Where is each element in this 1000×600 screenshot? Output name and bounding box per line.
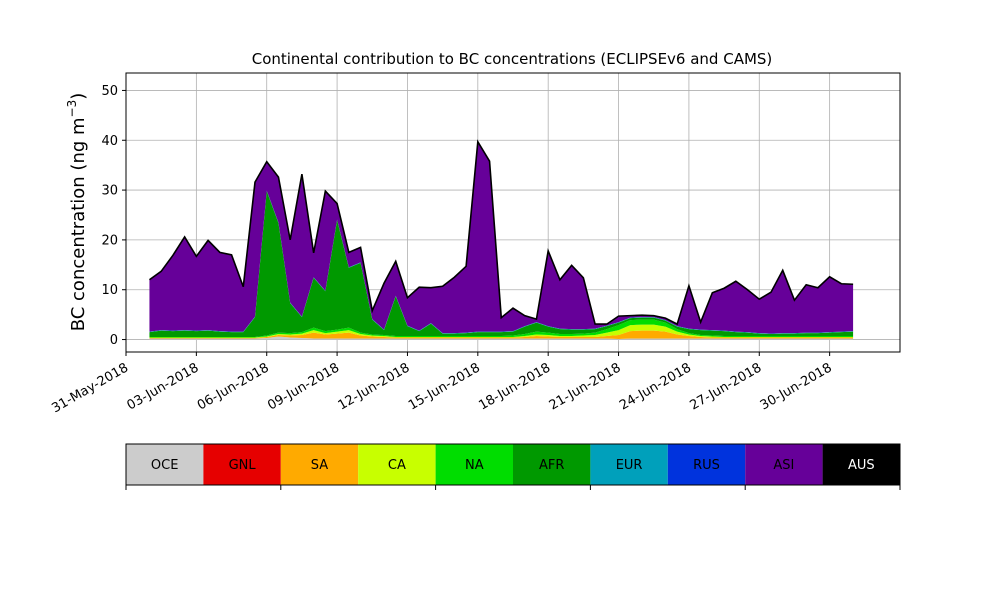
chart-title: Continental contribution to BC concentra… [252, 50, 773, 68]
colorbar-legend: OCE GNL SA CA NA AFR EUR RUS ASI AUS [125, 443, 901, 490]
legend-swatch-rus [667, 444, 746, 485]
legend-swatch-sa [280, 444, 359, 485]
plot-frame [125, 72, 901, 353]
legend-label-asi: ASI [773, 458, 794, 473]
y-tick-label: 0 [110, 333, 118, 348]
area-oce [149, 336, 854, 340]
legend-label-gnl: GNL [229, 458, 257, 473]
legend-frame [125, 443, 901, 486]
legend-swatch-gnl [203, 444, 281, 485]
legend-label-eur: EUR [616, 458, 643, 473]
area-na [149, 319, 854, 338]
area-asi [149, 141, 854, 334]
total-concentration-line [148, 139, 854, 326]
y-tick-label: 30 [101, 184, 118, 199]
y-tick-label: 40 [101, 134, 118, 149]
y-tick-label: 50 [101, 84, 118, 99]
y-axis-label: BC concentration (ng m−3) [65, 93, 89, 332]
legend-swatch-asi [745, 444, 823, 485]
legend-label-rus: RUS [693, 458, 720, 473]
area-afr [149, 191, 854, 338]
y-tick-label: 20 [101, 233, 118, 248]
legend-label-afr: AFR [539, 458, 564, 473]
stacked-areas [149, 141, 854, 340]
legend-swatch-oce [126, 444, 204, 485]
area-sa [149, 330, 854, 340]
legend-label-sa: SA [311, 458, 328, 473]
legend-swatch-ca [358, 444, 436, 485]
legend-label-aus: AUS [848, 458, 875, 473]
legend-swatch-aus [822, 444, 900, 485]
legend-swatch-afr [513, 444, 591, 485]
legend-swatch-eur [590, 444, 668, 485]
y-tick-label: 10 [101, 283, 118, 298]
legend-swatch-na [435, 444, 513, 485]
legend-label-na: NA [465, 458, 484, 473]
legend-label-oce: OCE [151, 458, 179, 473]
legend-label-ca: CA [388, 458, 406, 473]
y-axis: 0 10 20 30 40 50 [101, 84, 126, 348]
